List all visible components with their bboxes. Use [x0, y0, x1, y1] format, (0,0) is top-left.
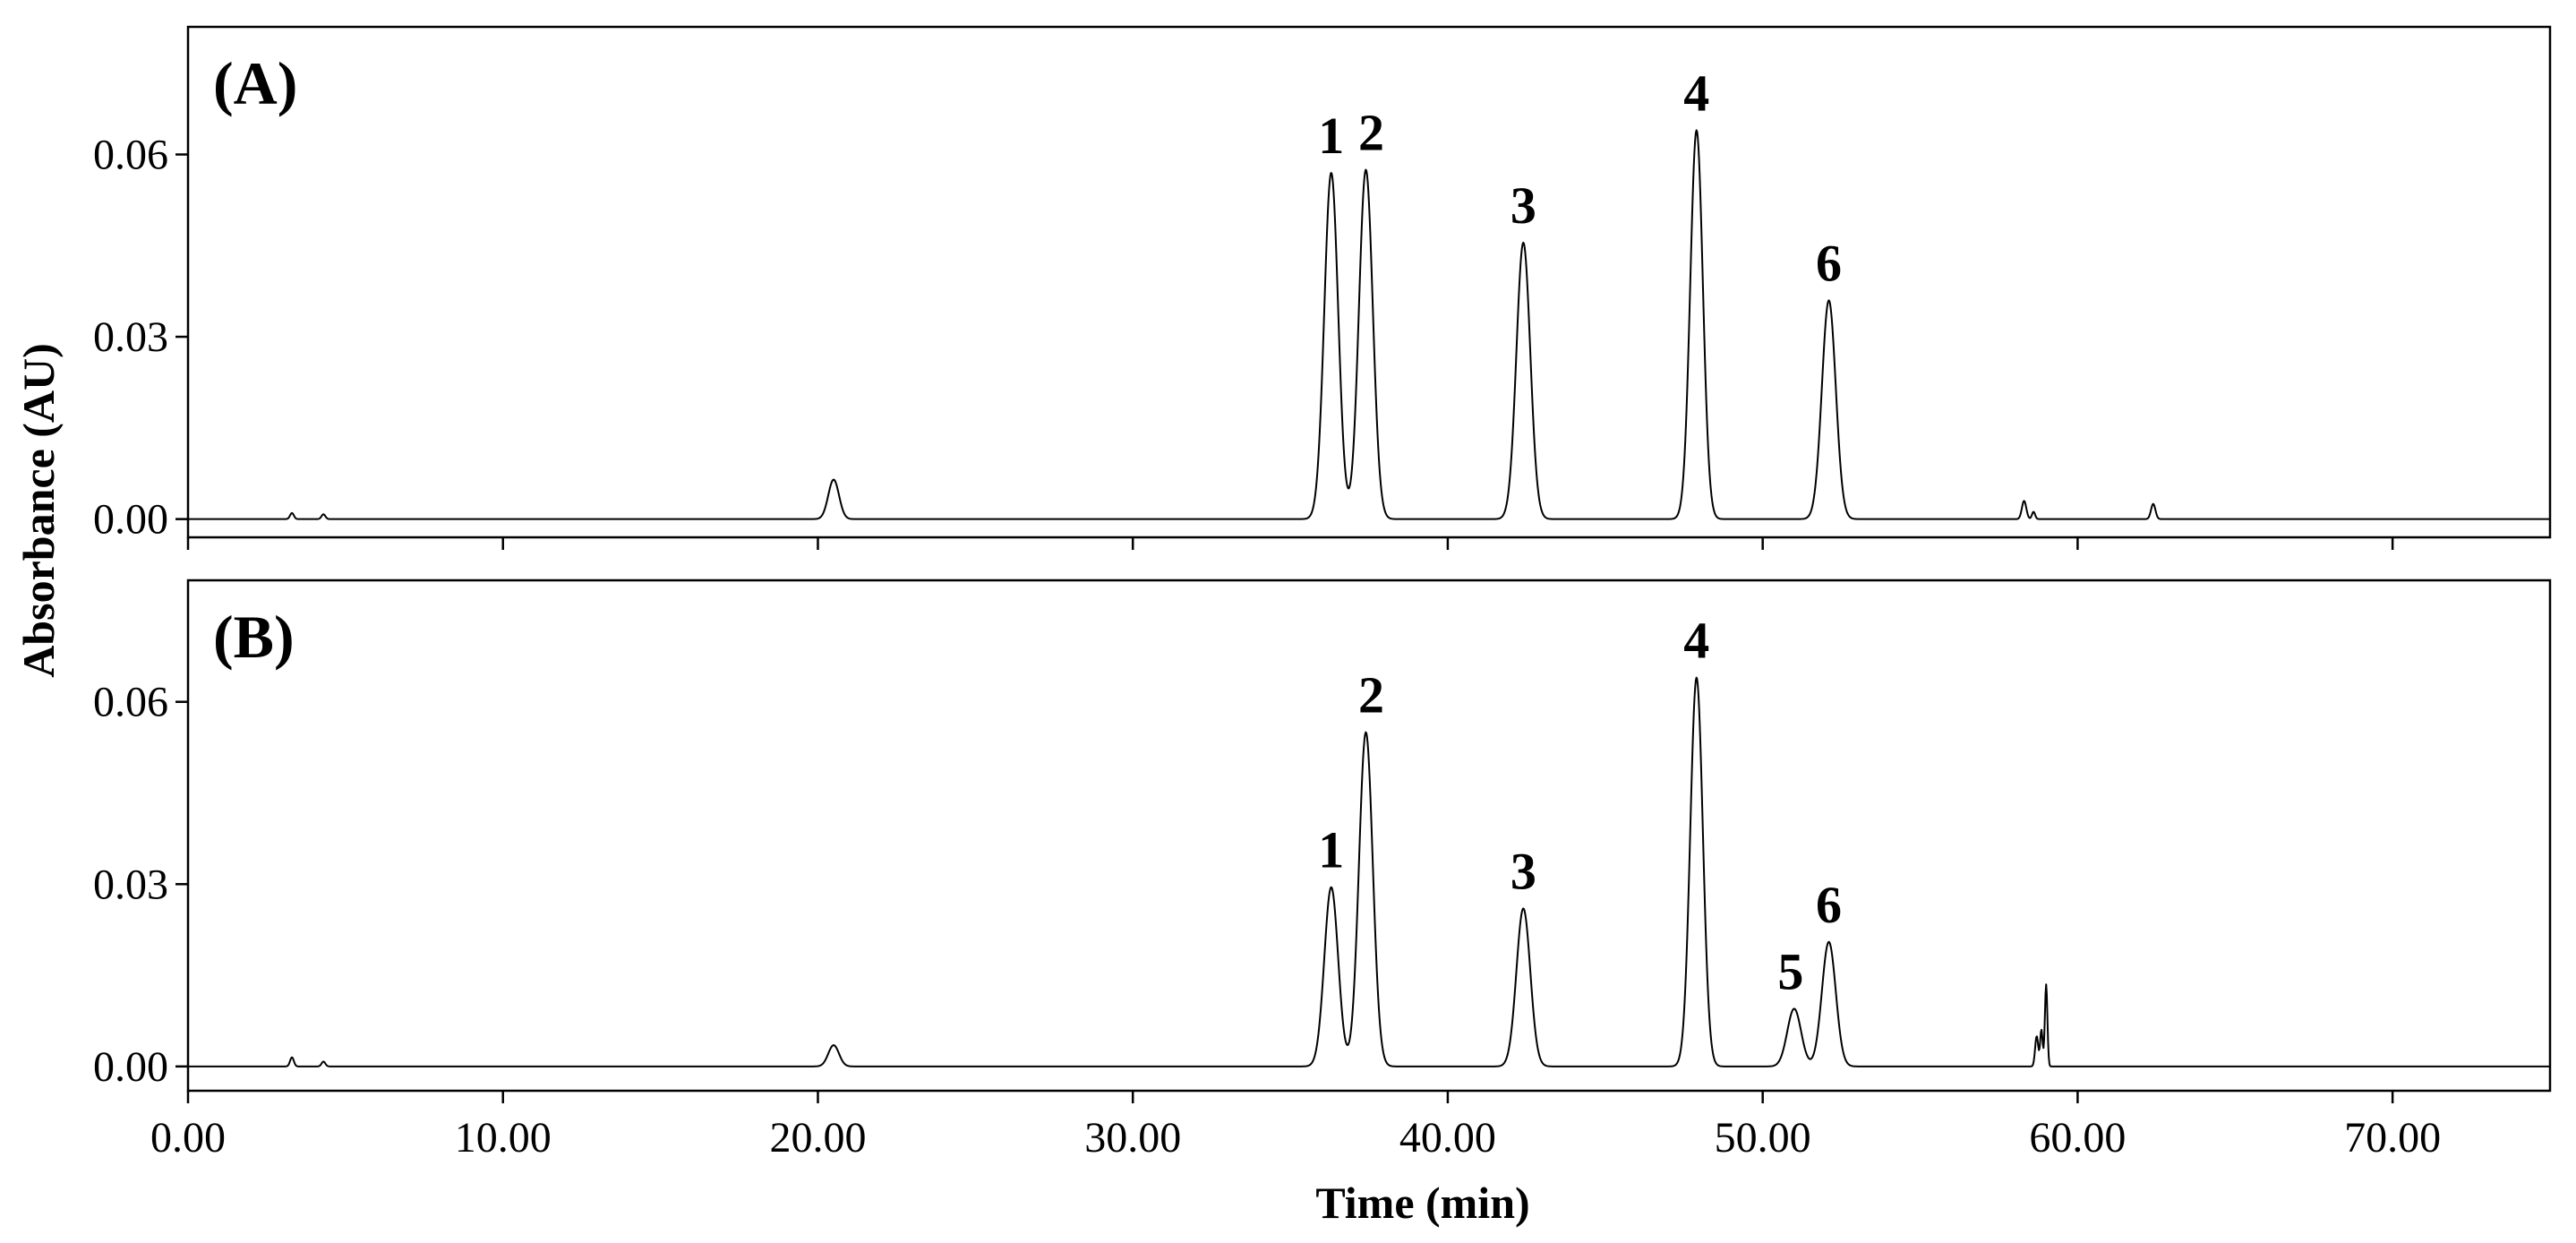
x-tick-label: 40.00 — [1399, 1114, 1496, 1162]
y-tick-label: 0.03 — [93, 861, 168, 908]
plot-frame — [186, 579, 2552, 1093]
chromatogram-trace — [187, 129, 2551, 520]
peak-label-6: 6 — [1816, 234, 1842, 292]
x-tick-label: 0.00 — [150, 1114, 226, 1162]
y-tick-label: 0.06 — [93, 132, 168, 179]
peak-label-2: 2 — [1358, 103, 1384, 161]
y-tick-label: 0.00 — [93, 496, 168, 544]
x-tick-label: 50.00 — [1715, 1114, 1811, 1162]
x-tick-label: 70.00 — [2344, 1114, 2441, 1162]
panel-b: 0.00 0.03 0.06 0.00 10.00 20.00 30.00 40.00 50.0… — [93, 579, 2552, 1162]
peak-label-4: 4 — [1683, 64, 1709, 122]
panel-label: (B) — [213, 603, 295, 671]
x-tick-label: 10.00 — [455, 1114, 552, 1162]
peak-label-6: 6 — [1816, 876, 1842, 934]
peak-label-3: 3 — [1511, 842, 1536, 900]
peak-label-5: 5 — [1777, 942, 1803, 1000]
x-tick-label: 60.00 — [2029, 1114, 2126, 1162]
y-tick-label: 0.06 — [93, 679, 168, 726]
peak-label-1: 1 — [1318, 821, 1344, 879]
peak-label-1: 1 — [1318, 107, 1344, 165]
y-tick-label: 0.03 — [93, 313, 168, 361]
x-axis-title: Time (min) — [1315, 1178, 1529, 1228]
peak-label-4: 4 — [1683, 612, 1709, 670]
peak-label-2: 2 — [1358, 666, 1384, 724]
plot-frame — [186, 25, 2552, 539]
panel-a: 0.00 0.03 0.06 (A) 1 2 3 4 6 — [93, 25, 2552, 550]
panel-label: (A) — [213, 49, 297, 117]
chromatogram-trace — [187, 676, 2551, 1067]
y-axis-title: Absorbance (AU) — [13, 343, 64, 678]
x-tick-label: 30.00 — [1084, 1114, 1181, 1162]
x-tick-label: 20.00 — [769, 1114, 866, 1162]
y-tick-label: 0.00 — [93, 1043, 168, 1091]
peak-label-3: 3 — [1511, 176, 1536, 235]
